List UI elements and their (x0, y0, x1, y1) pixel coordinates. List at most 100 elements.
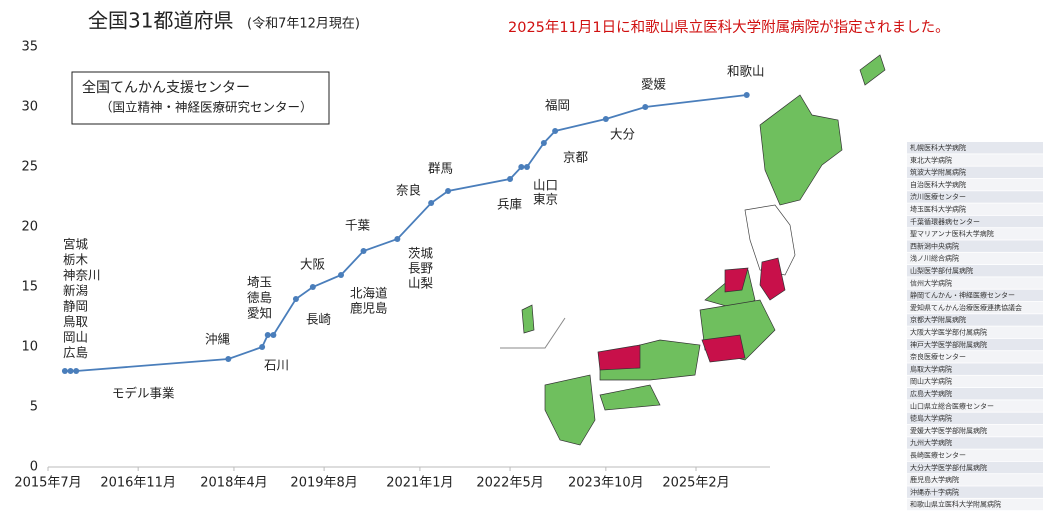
annotation: 徳島 (247, 290, 272, 305)
annotation: 鹿児島 (350, 301, 388, 316)
hospital-name: 長崎医療センター (910, 451, 966, 460)
annotation: 神奈川 (63, 268, 101, 283)
hospital-row (907, 228, 1043, 240)
point (61, 368, 68, 374)
annotation: 茨城 (408, 246, 434, 261)
point (428, 200, 435, 206)
hospital-name: 札幌医科大学病院 (910, 143, 966, 152)
hospital-row (907, 215, 1043, 228)
hospital-name: 鳥取大学病院 (910, 364, 952, 373)
point (552, 128, 559, 134)
point (259, 344, 266, 350)
annotation: 千葉 (345, 218, 371, 233)
hospital-name: 九州大学病院 (910, 438, 952, 447)
notice: 2025年11月1日に和歌山県立医科大学附属病院が指定されました。 (508, 19, 950, 36)
box-title: 全国てんかん支援センター (82, 79, 250, 96)
point (602, 116, 609, 122)
point (338, 272, 345, 278)
annotation: 宮城 (63, 237, 89, 252)
x-tick-label: 2021年1月 (386, 476, 453, 491)
hospital-row (907, 375, 1043, 388)
x-tick-label: 2018年4月 (200, 476, 267, 491)
hospital-name: 東北大学病院 (910, 155, 952, 164)
hospital-row (907, 412, 1043, 425)
hospital-name: 千葉循環器病センター (910, 217, 980, 226)
chart-subtitle: (令和7年12月現在) (247, 17, 360, 32)
hospital-row (907, 289, 1043, 302)
y-tick-label: 30 (21, 100, 38, 115)
hospital-row (907, 203, 1043, 215)
annotation: 山口 (533, 178, 558, 193)
annotation: 愛媛 (641, 77, 667, 92)
point (445, 188, 452, 194)
hospital-row (907, 461, 1043, 474)
hospital-row (907, 154, 1043, 166)
point (642, 104, 649, 110)
japan-map (500, 54, 886, 446)
point (292, 296, 299, 302)
hospital-name: 聖マリアンナ医科大学病院 (910, 229, 994, 238)
hospital-name: 奈良医療センター (910, 352, 966, 361)
hospital-name: 渋川医療センター (910, 192, 966, 201)
y-tick-label: 25 (21, 160, 38, 175)
y-tick-label: 0 (30, 460, 38, 475)
point (540, 140, 547, 146)
point (270, 332, 277, 338)
annotation: 長野 (408, 261, 434, 276)
annotation: 広島 (63, 345, 88, 360)
hospital-name: 筑波大学附属病院 (910, 168, 966, 177)
annotation: 和歌山 (727, 64, 765, 79)
point (360, 248, 367, 254)
annotation: 兵庫 (497, 197, 522, 212)
hospital-name: 西新潟中央病院 (910, 241, 959, 250)
hospital-row (907, 388, 1043, 400)
hospital-row (907, 265, 1043, 277)
point (518, 164, 525, 170)
annotation: 大分 (610, 127, 635, 142)
hospital-row (907, 314, 1043, 326)
hospital-row (907, 191, 1043, 203)
hospital-row (907, 486, 1043, 498)
hospital-row (907, 400, 1043, 412)
y-tick-label: 15 (21, 280, 38, 295)
x-tick-label: 2016年11月 (100, 476, 176, 491)
hospital-name: 山口県立総合医療センター (910, 401, 994, 410)
annotation: 静岡 (63, 299, 88, 314)
hospital-row (907, 252, 1043, 265)
annotation: 大阪 (300, 257, 326, 272)
x-tick-label: 2022年5月 (476, 476, 543, 491)
annotation: 北海道 (350, 286, 388, 301)
annotation: 京都 (563, 150, 589, 165)
annotation: 鳥取 (63, 314, 89, 329)
box-subtitle: （国立精神・神経医療研究センター） (100, 100, 313, 115)
x-tick-label: 2019年8月 (290, 476, 357, 491)
hospital-row (907, 437, 1043, 449)
hospital-name: 信州大学病院 (910, 278, 952, 287)
y-tick-label: 20 (21, 220, 38, 235)
hospital-name: 神戸大学医学部附属病院 (910, 340, 987, 349)
point (523, 164, 530, 170)
hospital-row (907, 474, 1043, 486)
legend-box (71, 71, 330, 125)
annotation: 沖縄 (205, 332, 231, 347)
x-tick-label: 2023年10月 (568, 476, 644, 491)
point (264, 332, 271, 338)
y-tick-label: 35 (21, 40, 38, 55)
hospital-name: 愛知県てんかん治療医療連携協議会 (910, 303, 1022, 312)
hospital-row (907, 142, 1043, 154)
hospital-row (907, 498, 1043, 511)
point (67, 368, 74, 374)
annotation: モデル事業 (112, 386, 175, 401)
hospital-row (907, 277, 1043, 289)
annotation: 山梨 (408, 276, 434, 291)
hospital-name: 自治医科大学病院 (910, 180, 966, 189)
annotation: 栃木 (63, 252, 89, 267)
hospital-name: 沖縄赤十字病院 (910, 487, 959, 496)
point (743, 92, 750, 98)
annotation: 長崎 (306, 312, 332, 327)
line (64, 94, 747, 372)
hospital-row (907, 338, 1043, 351)
hospital-name: 徳島大学病院 (910, 414, 952, 423)
point (225, 356, 232, 362)
